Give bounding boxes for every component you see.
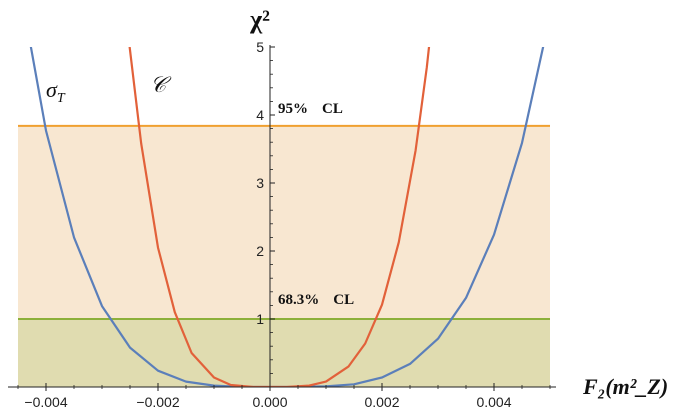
curve-label-sigma-t: σT bbox=[46, 77, 66, 106]
x-axis-title: F₂(m²_Z) bbox=[582, 374, 668, 399]
cl-label-part: 68.3% bbox=[278, 292, 319, 308]
x-tick-label-3: 0.002 bbox=[364, 394, 399, 410]
x-tick-label-2: 0.000 bbox=[252, 394, 287, 410]
y-tick-label-4: 5 bbox=[256, 39, 264, 55]
x-tick-label-4: 0.004 bbox=[476, 394, 511, 410]
cl-label-part: CL bbox=[322, 101, 343, 117]
y-tick-label-2: 3 bbox=[256, 175, 264, 191]
cl-label-0: 95% CL bbox=[278, 101, 343, 117]
cl-label-part: CL bbox=[333, 292, 354, 308]
series-line-1 bbox=[128, 47, 431, 387]
y-tick-label-3: 4 bbox=[256, 107, 264, 123]
y-axis-title: χ² bbox=[249, 5, 270, 34]
x-tick-label-0: −0.004 bbox=[24, 394, 67, 410]
cl-label-part: 95% bbox=[278, 101, 308, 117]
series-line-0 bbox=[29, 47, 545, 387]
curve-label-c: 𝒞 bbox=[150, 72, 172, 97]
curve-label-main: σ bbox=[46, 77, 58, 102]
cl-band-fill-1 bbox=[18, 319, 550, 387]
x-tick-label-1: −0.002 bbox=[136, 394, 179, 410]
curve-label-sub: T bbox=[57, 91, 66, 106]
y-tick-label-1: 2 bbox=[256, 243, 264, 259]
cl-label-1: 68.3% CL bbox=[278, 292, 354, 308]
y-tick-label-0: 1 bbox=[256, 311, 264, 327]
